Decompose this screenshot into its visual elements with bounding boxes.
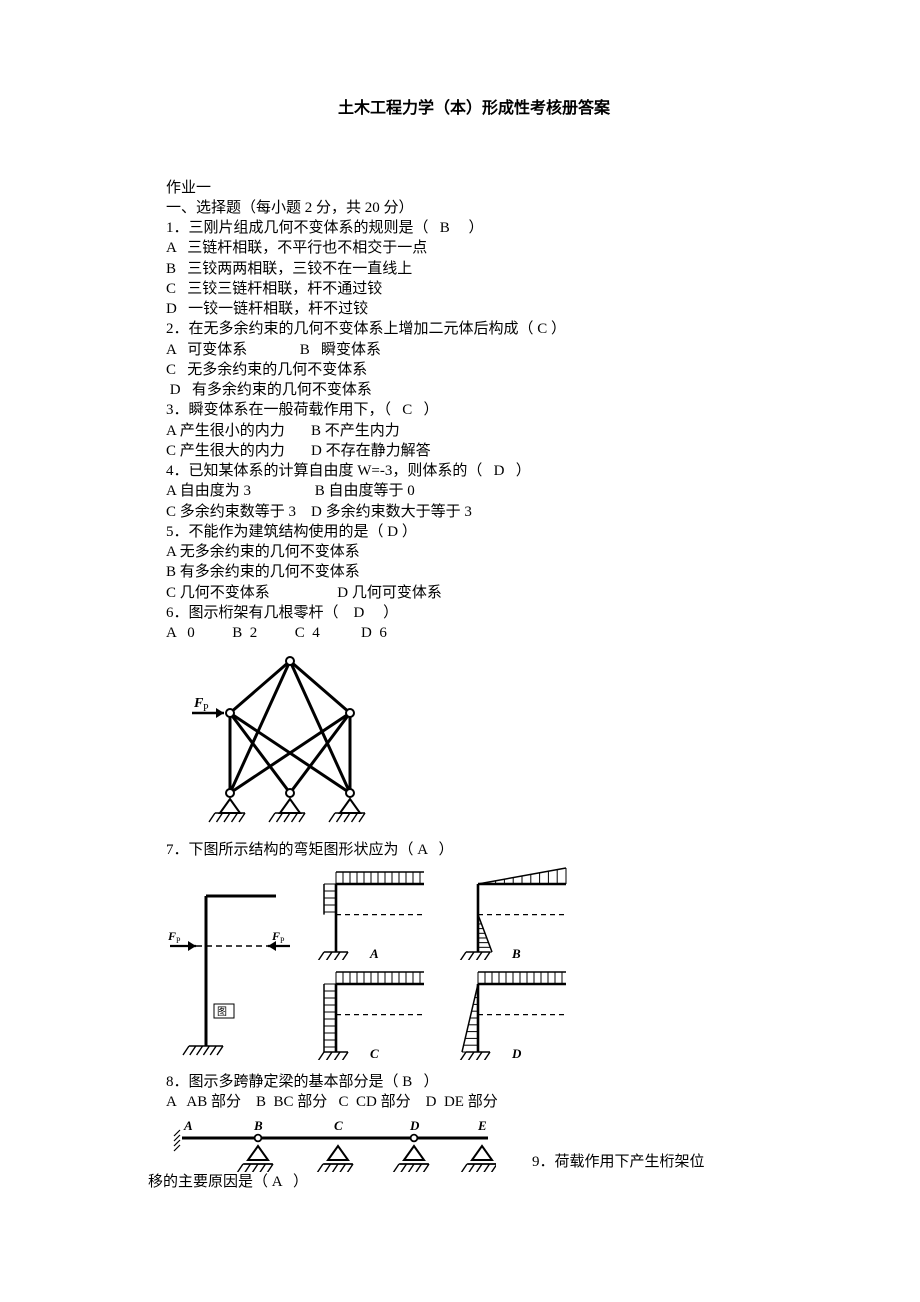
homework-label: 作业一	[148, 178, 800, 198]
q5-opt-a: A 无多余约束的几何不变体系	[148, 542, 800, 562]
q7-figures: FPFP图 A B C D	[166, 866, 800, 1066]
svg-text:F: F	[271, 929, 280, 943]
q5-stem: 5．不能作为建筑结构使用的是（ D ）	[148, 522, 800, 542]
svg-text:D: D	[511, 1046, 522, 1060]
q2-opt-d: D 有多余约束的几何不变体系	[148, 380, 800, 400]
svg-text:A: A	[369, 946, 379, 960]
q2-row1: A 可变体系 B 瞬变体系	[148, 340, 800, 360]
moment-diagram-a: A	[316, 866, 436, 960]
moment-diagram-b: B	[458, 866, 578, 960]
svg-text:F: F	[167, 929, 176, 943]
svg-text:P: P	[203, 703, 209, 714]
section-heading: 一、选择题（每小题 2 分，共 20 分）	[148, 198, 800, 218]
svg-text:P: P	[176, 936, 181, 945]
q1-opt-b: B 三铰两两相联，三铰不在一直线上	[148, 259, 800, 279]
svg-text:C: C	[370, 1046, 379, 1060]
svg-text:B: B	[511, 946, 521, 960]
q5-opt-b: B 有多余约束的几何不变体系	[148, 562, 800, 582]
svg-text:E: E	[477, 1118, 487, 1133]
q4-row1: A 自由度为 3 B 自由度等于 0	[148, 481, 800, 501]
q8-row: A B C D E 9．荷载作用下产生桁架位	[148, 1112, 800, 1172]
q6-stem: 6．图示桁架有几根零杆（ D ）	[148, 603, 800, 623]
frame-structure-diagram: FPFP图	[166, 866, 296, 1066]
svg-text:图: 图	[217, 1006, 227, 1018]
q4-stem: 4．已知某体系的计算自由度 W=-3，则体系的（ D ）	[148, 461, 800, 481]
q1-opt-a: A 三链杆相联，不平行也不相交于一点	[148, 238, 800, 258]
page-title: 土木工程力学（本）形成性考核册答案	[148, 98, 800, 120]
truss-diagram: FP	[184, 653, 394, 823]
q6-figure: FP	[184, 653, 800, 829]
svg-text:C: C	[334, 1118, 343, 1133]
q8-opts: A AB 部分 B BC 部分 C CD 部分 D DE 部分	[148, 1092, 800, 1112]
q9-stem-part2: 移的主要原因是（ A ）	[148, 1172, 800, 1192]
q9-stem-part1: 9．荷载作用下产生桁架位	[532, 1152, 705, 1172]
svg-text:P: P	[280, 936, 285, 945]
q2-stem: 2．在无多余约束的几何不变体系上增加二元体后构成（ C ）	[148, 319, 800, 339]
svg-text:A: A	[183, 1118, 193, 1133]
moment-diagram-c: C	[316, 966, 436, 1060]
q4-row2: C 多余约束数等于 3 D 多余约束数大于等于 3	[148, 502, 800, 522]
q6-opts: A 0 B 2 C 4 D 6	[148, 623, 800, 643]
multispan-beam-diagram: A B C D E	[166, 1112, 496, 1172]
moment-diagram-d: D	[458, 966, 578, 1060]
q3-row2: C 产生很大的内力 D 不存在静力解答	[148, 441, 800, 461]
svg-text:B: B	[253, 1118, 263, 1133]
q1-opt-d: D 一铰一链杆相联，杆不过铰	[148, 299, 800, 319]
svg-text:D: D	[409, 1118, 420, 1133]
q1-stem: 1．三刚片组成几何不变体系的规则是（ B ）	[148, 218, 800, 238]
q8-stem: 8．图示多跨静定梁的基本部分是（ B ）	[148, 1072, 800, 1092]
q1-opt-c: C 三铰三链杆相联，杆不通过铰	[148, 279, 800, 299]
q2-opt-c: C 无多余约束的几何不变体系	[148, 360, 800, 380]
q3-stem: 3．瞬变体系在一般荷载作用下，（ C ）	[148, 400, 800, 420]
q5-row: C 几何不变体系 D 几何可变体系	[148, 583, 800, 603]
q7-stem: 7．下图所示结构的弯矩图形状应为（ A ）	[148, 840, 800, 860]
q3-row1: A 产生很小的内力 B 不产生内力	[148, 421, 800, 441]
